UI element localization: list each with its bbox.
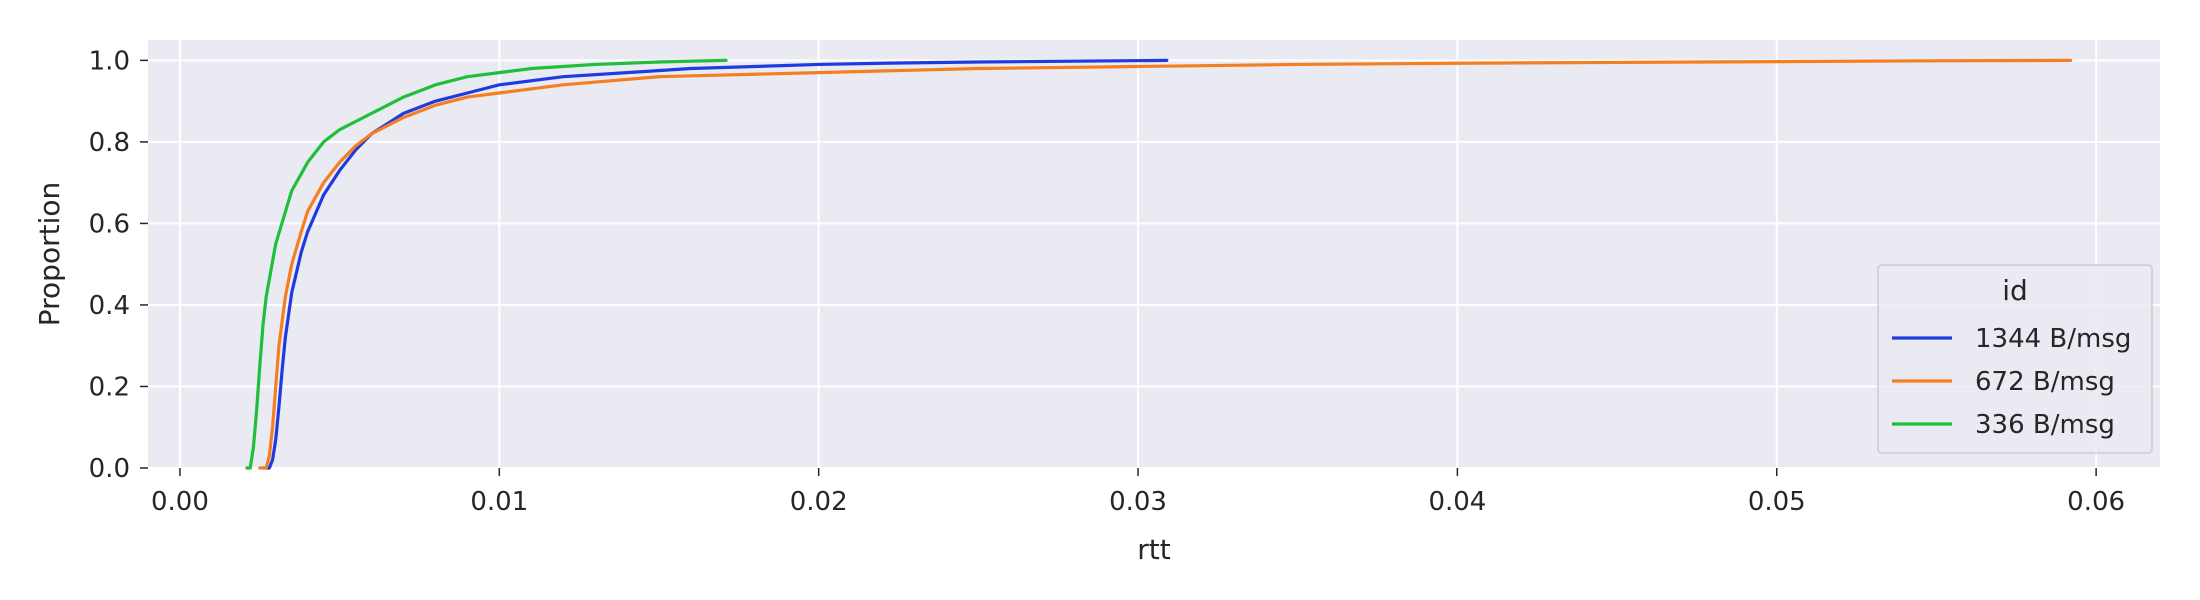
x-tick-label: 0.02 [790, 487, 848, 517]
x-tick-label: 0.01 [470, 487, 528, 517]
plot-background [148, 40, 2160, 468]
y-tick-label: 0.6 [89, 209, 130, 239]
y-tick-label: 0.2 [89, 372, 130, 402]
legend-label-1: 672 B/msg [1975, 367, 2115, 397]
x-axis-ticks: 0.00 0.01 0.02 0.03 0.04 0.05 0.06 [151, 468, 2125, 517]
y-tick-label: 0.4 [89, 291, 130, 321]
legend-box [1877, 264, 2153, 454]
series-line-2 [245, 58, 728, 470]
y-tick-label: 1.0 [89, 46, 130, 76]
legend-label-0: 1344 B/msg [1975, 324, 2131, 354]
legend-label-2: 336 B/msg [1975, 410, 2115, 440]
x-tick-label: 0.05 [1748, 487, 1806, 517]
y-axis-label: Proportion [33, 182, 66, 326]
x-axis-label: rtt [1137, 533, 1170, 566]
x-tick-label: 0.03 [1109, 487, 1167, 517]
legend-items: 1344 B/msg 672 B/msg 336 B/msg [1892, 324, 2131, 440]
series-layer [245, 58, 2073, 470]
x-tick-label: 0.04 [1428, 487, 1486, 517]
y-tick-label: 0.0 [89, 454, 130, 484]
y-tick-label: 0.8 [89, 128, 130, 158]
y-axis-ticks: 0.0 0.2 0.4 0.6 0.8 1.0 [89, 46, 148, 484]
x-tick-label: 0.06 [2067, 487, 2125, 517]
legend-title: id [2002, 274, 2028, 307]
legend: id 1344 B/msg 672 B/msg 336 B/msg [1877, 264, 2153, 454]
x-tick-label: 0.00 [151, 487, 209, 517]
series-line-1 [258, 58, 2073, 470]
